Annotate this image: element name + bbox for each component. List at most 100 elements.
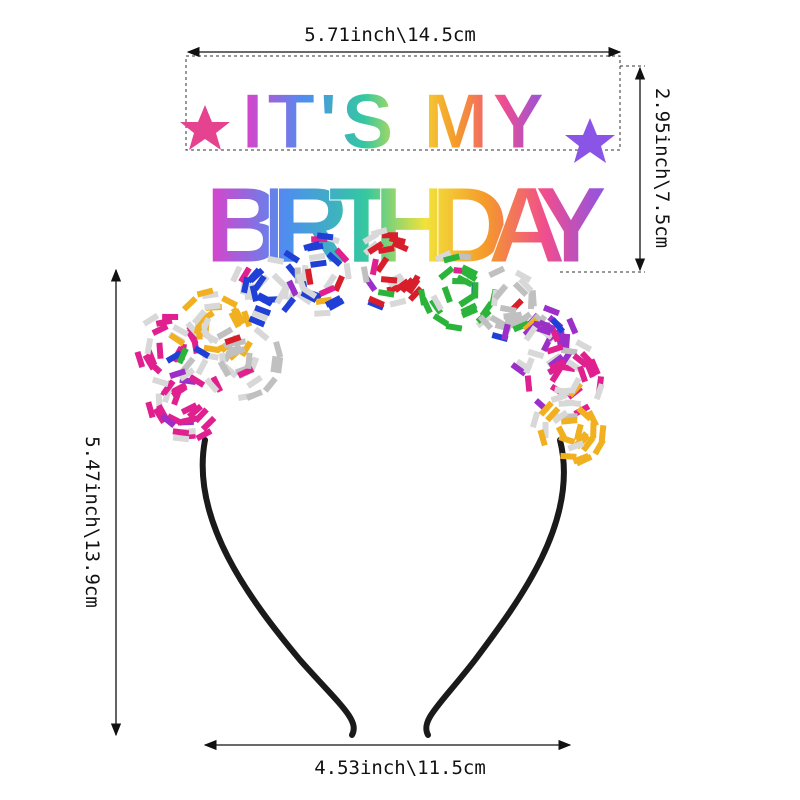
tinsel-strand [217, 360, 231, 378]
tinsel-strand [527, 292, 535, 310]
tinsel-strand [369, 258, 379, 276]
tinsel-strand [200, 415, 217, 432]
tinsel-strand [165, 350, 183, 364]
tinsel-strand [518, 277, 534, 293]
tinsel-strand [362, 231, 380, 245]
tinsel-strand [241, 310, 253, 328]
tinsel-strand [188, 374, 206, 388]
tinsel-strand [460, 306, 479, 319]
tinsel-strand [458, 293, 476, 308]
tinsel-strand [360, 266, 370, 283]
tinsel-strand [334, 247, 350, 264]
tinsel-strand [161, 379, 176, 396]
tinsel-strand [572, 452, 590, 465]
tinsel-strand [558, 330, 566, 347]
tinsel-strand [523, 325, 538, 342]
tinsel-strand [221, 295, 239, 309]
tinsel-strand [308, 252, 326, 262]
headband-band [199, 437, 567, 738]
tinsel-strand [166, 413, 184, 426]
tinsel-strand [588, 358, 601, 376]
tinsel-strand [563, 333, 571, 351]
tinsel-strand [286, 279, 299, 297]
tinsel-strand [512, 281, 529, 297]
tinsel-strand [262, 376, 278, 393]
tinsel-strand [577, 365, 588, 383]
tinsel-strand [377, 245, 395, 255]
tinsel-strand [560, 417, 578, 425]
tinsel-strand [575, 339, 593, 353]
tinsel-strand [489, 314, 507, 328]
tinsel-strand [567, 440, 585, 452]
tinsel-strand [246, 267, 262, 284]
star-icon [180, 105, 230, 150]
tinsel-strand [499, 304, 517, 314]
tinsel-strand [228, 311, 242, 329]
tinsel-strand [267, 255, 285, 265]
tinsel-strand [204, 377, 220, 394]
tinsel-strand [169, 368, 187, 379]
tinsel-strand [195, 358, 209, 376]
tinsel-strand [542, 304, 561, 317]
tinsel-strand [430, 294, 444, 312]
tinsel-strand [200, 327, 216, 344]
tinsel-strand [545, 406, 561, 423]
tinsel-strand [418, 288, 427, 306]
tinsel-strand [248, 315, 266, 328]
tinsel-strand [245, 352, 253, 370]
tinsel-strand [393, 278, 410, 293]
tinsel-strand [583, 361, 596, 379]
tinsel-strand [251, 310, 269, 322]
tinsel-strand [510, 362, 527, 377]
tinsel-strand [239, 340, 253, 358]
tinsel-strand [452, 277, 469, 285]
tinsel-strand [438, 265, 455, 281]
tinsel-strand [592, 438, 606, 456]
tinsel-strand [237, 366, 255, 379]
tinsel-strand [216, 326, 234, 340]
star-icon [565, 118, 615, 163]
tinsel-strand [547, 360, 565, 375]
tinsel-strand [151, 376, 170, 388]
tinsel-strand [326, 251, 343, 267]
tinsel-strand [168, 332, 186, 347]
tinsel-strand [193, 317, 204, 335]
tinsel-strand [558, 387, 575, 395]
tinsel-strand [552, 409, 569, 425]
tinsel-strand [204, 302, 221, 311]
tinsel-strand [170, 382, 188, 395]
tinsel-strand [323, 273, 338, 291]
tinsel-strand [253, 326, 270, 342]
tinsel-strand [576, 406, 593, 422]
tinsel-strand [514, 269, 532, 283]
tinsel-strand [560, 452, 577, 460]
tinsel-strand [566, 317, 579, 335]
tinsel-strand [493, 284, 508, 301]
total-height-label: 5.47inch\13.9cm [81, 436, 103, 608]
tinsel-strand [238, 266, 252, 284]
tinsel-strand [304, 268, 314, 286]
tinsel-strand [162, 313, 179, 320]
tinsel-strand [232, 308, 246, 326]
tinsel-strand [380, 276, 398, 284]
tinsel-strand [479, 300, 494, 318]
tinsel-strand [367, 295, 385, 308]
tinsel-strand [523, 357, 535, 375]
tinsel-strand [176, 347, 189, 365]
tinsel-strand [271, 272, 288, 289]
tinsel-strand [472, 282, 479, 299]
tinsel-strand [195, 428, 213, 442]
tinsel-strand [300, 290, 318, 303]
tinsel-strand [574, 423, 584, 441]
tinsel-strand [377, 289, 395, 298]
tinsel-strand [256, 293, 273, 307]
tinsel-strand [504, 317, 522, 326]
tinsel-strand [151, 323, 169, 336]
svg-text:IT'S MY: IT'S MY [242, 77, 549, 165]
tinsel-strand [196, 287, 214, 298]
tinsel-strand [145, 401, 156, 419]
tinsel-strand [460, 268, 478, 283]
tinsel-strand [537, 429, 548, 447]
tinsel-strand [391, 240, 409, 253]
tinsel-strand [171, 388, 183, 406]
